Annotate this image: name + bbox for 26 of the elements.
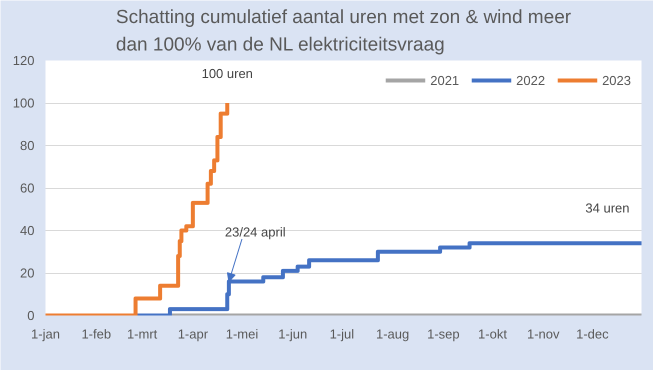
legend-label: 2023	[602, 72, 631, 88]
x-tick-label: 1-apr	[178, 326, 209, 342]
y-tick-label: 40	[20, 223, 35, 238]
x-tick-label: 1-nov	[527, 326, 560, 342]
y-tick-label: 20	[20, 266, 35, 280]
legend-label: 2022	[516, 72, 546, 88]
x-tick-label: 1-jul	[330, 326, 354, 342]
x-tick-label: 1-sep	[427, 326, 460, 342]
chart-title: Schatting cumulatief aantal uren met zon & wind meer dan 100% van de NL elektriciteitsvraag	[116, 7, 572, 56]
y-tick-label: 120	[12, 53, 35, 68]
x-tick-label: 1-dec	[576, 326, 610, 342]
legend-label: 2021	[430, 72, 460, 88]
y-tick-label: 0	[27, 308, 35, 323]
x-tick-label: 1-mei	[226, 326, 258, 342]
y-tick-label: 80	[20, 138, 35, 153]
annotation: 34 uren	[585, 200, 630, 216]
x-tick-label: 1-jan	[31, 326, 60, 342]
x-tick-label: 1-jun	[278, 326, 308, 342]
y-tick-label: 100	[12, 96, 35, 110]
annotation: 100 uren	[202, 66, 253, 81]
annotation: 23/24 april	[224, 224, 286, 240]
x-tick-label: 1-aug	[376, 326, 410, 342]
y-tick-label: 60	[20, 180, 35, 196]
x-tick-label: 1-mrt	[126, 326, 158, 342]
x-tick-label: 1-okt	[478, 326, 508, 342]
x-tick-label: 1-feb	[81, 326, 112, 342]
